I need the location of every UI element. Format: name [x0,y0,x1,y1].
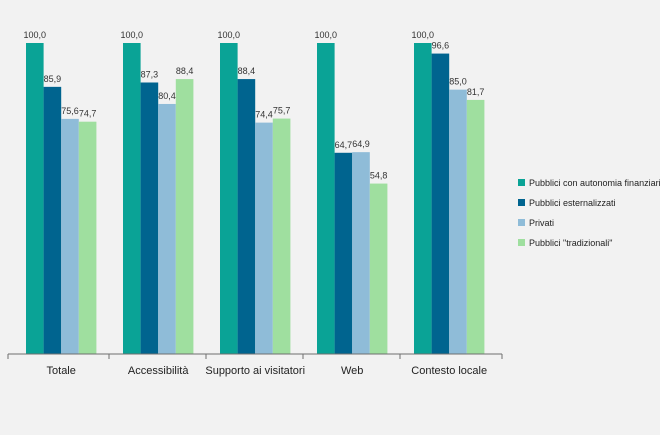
x-tick-label: Contesto locale [411,365,487,377]
legend-entry-label: Privati [529,218,554,228]
bar [237,79,256,355]
bar [431,53,450,354]
data-label: 75,7 [273,106,291,116]
legend-entry-label: Pubblici con autonomia finanziaria [529,178,660,188]
data-label: 81,7 [467,87,485,97]
bar [61,118,79,354]
data-label: 88,4 [176,66,194,76]
legend-entry-label: Pubblici "tradizionali" [529,238,612,248]
bar [158,103,176,355]
data-label: 80,4 [158,91,176,101]
legend: Pubblici con autonomia finanziaria Pubbli… [518,178,660,248]
data-label: 100,0 [121,30,144,40]
bar [123,43,141,354]
x-tick-label: Accessibilità [128,365,189,377]
data-label: 64,7 [335,140,353,150]
bar [78,121,97,354]
data-label: 100,0 [412,30,435,40]
data-label: 100,0 [218,30,241,40]
legend-swatch [518,179,525,186]
data-label: 64,9 [352,139,370,149]
bar [414,43,432,354]
x-tick-label: Totale [47,365,76,377]
bar [449,89,467,355]
bar [334,152,353,354]
bar [43,86,62,354]
value-labels-group: 100,0 100,0 100,0 100,0 100,0 85,9 87,3 88,4 64,… [24,30,485,181]
legend-swatch [518,199,525,206]
x-tick-label: Supporto ai visitatori [205,365,305,377]
legend-swatch [518,219,525,226]
legend-swatch [518,239,525,246]
bar [369,183,388,354]
bar [317,43,335,354]
category-labels-group: Totale Accessibilità Supporto ai visitator… [47,365,488,377]
bar [255,122,273,354]
data-label: 96,6 [432,41,450,51]
data-label: 54,8 [370,171,388,181]
bar [220,43,238,354]
bar [352,152,370,354]
x-tick-label: Web [341,365,363,377]
data-label: 87,3 [141,69,159,79]
bar [272,118,291,354]
data-label: 74,4 [255,110,273,120]
data-label: 74,7 [79,109,97,119]
bar [466,99,485,355]
data-label: 85,0 [449,77,467,87]
bars-group [26,43,485,355]
bar [140,82,159,354]
x-axis [7,353,503,359]
legend-entry-label: Pubblici esternalizzati [529,198,616,208]
data-label: 85,9 [44,74,62,84]
data-label: 100,0 [315,30,338,40]
bar [175,79,194,355]
data-label: 100,0 [24,30,47,40]
bar [26,43,44,354]
data-label: 75,6 [61,106,79,116]
data-label: 88,4 [238,66,256,76]
